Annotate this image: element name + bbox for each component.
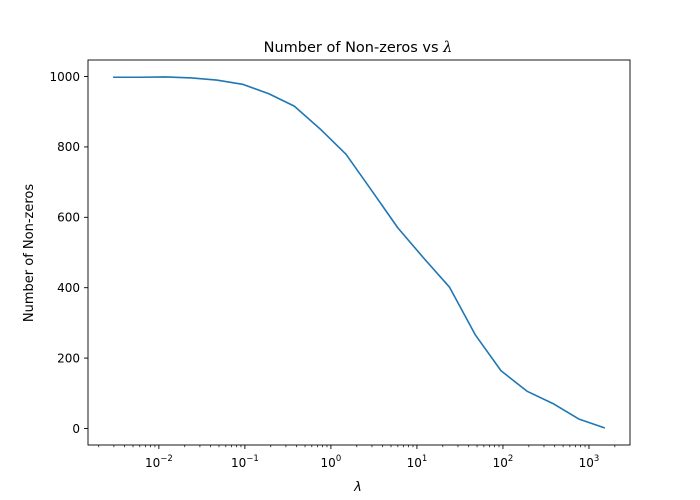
x-axis-label: λ [353, 480, 362, 495]
chart-title-lambda: λ [442, 40, 452, 56]
x-tick-label: 100 [321, 454, 342, 470]
chart-title-text: Number of Non-zeros vs [264, 40, 444, 56]
axes-frame [87, 59, 631, 446]
series-line-0 [113, 76, 606, 429]
y-tick-label: 400 [57, 281, 80, 295]
y-axis-label: Number of Non-zeros [22, 184, 37, 322]
x-tick-label: 10−2 [145, 454, 173, 470]
x-tick-label: 10−1 [231, 454, 259, 470]
y-tick-label: 1000 [49, 70, 80, 84]
y-tick-label: 600 [57, 211, 80, 225]
x-tick-label: 102 [493, 454, 514, 470]
y-tick-label: 0 [72, 422, 80, 436]
chart-title: Number of Non-zeros vs λ [264, 40, 453, 56]
x-tick-label: 103 [579, 454, 600, 470]
plot-area: 10−2 10−1 100 101 102 103 0 200 400 600 800 1000 [49, 59, 631, 470]
y-tick-label: 200 [57, 351, 80, 365]
y-tick-label: 800 [57, 140, 80, 154]
x-tick-label: 101 [407, 454, 428, 470]
